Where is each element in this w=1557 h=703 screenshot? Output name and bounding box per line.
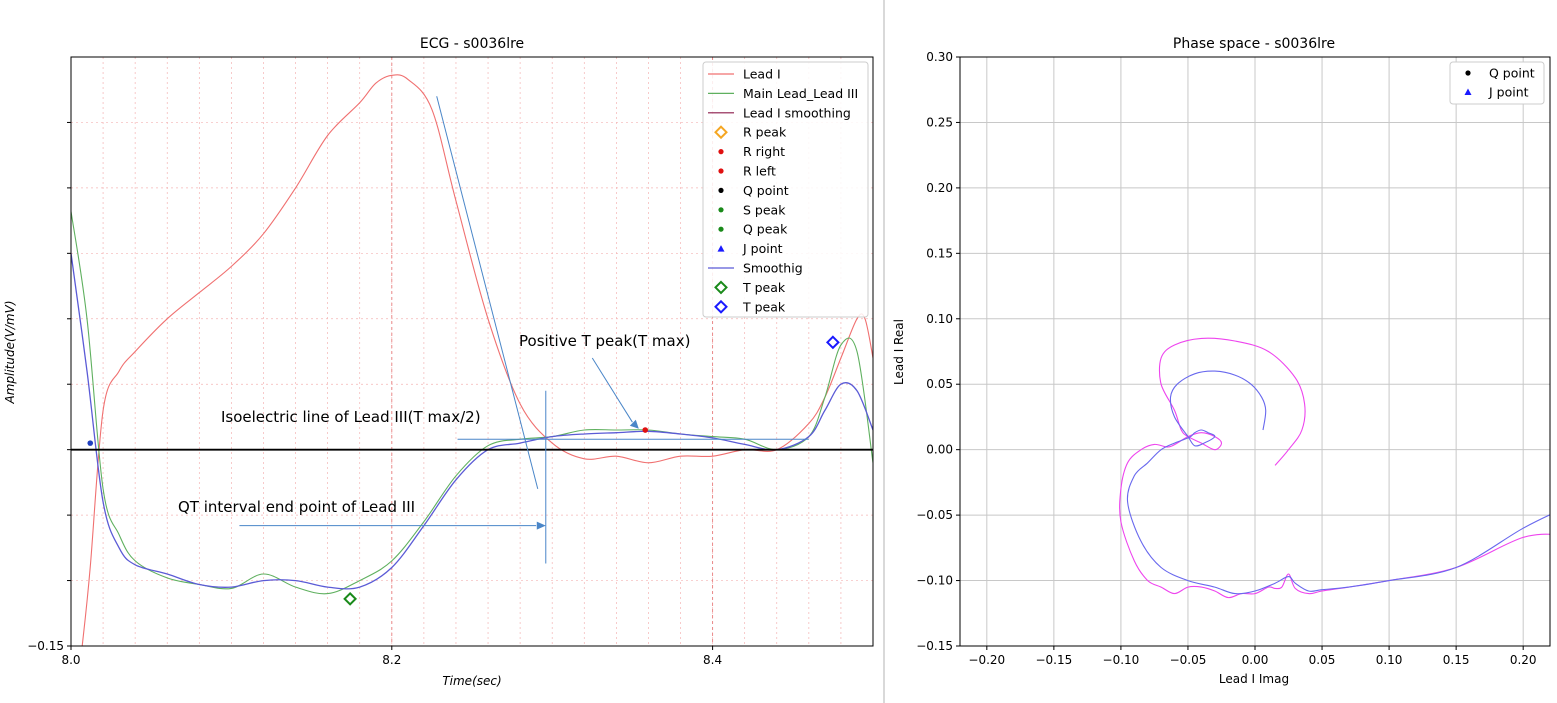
phase-y-tick-label: 0.15 (926, 246, 953, 260)
qt-end-arrowhead (536, 521, 546, 530)
ecg-x-tick-label: 8.0 (61, 653, 80, 667)
panel-divider (883, 0, 885, 703)
ecg-x-tick-label: 8.2 (382, 653, 401, 667)
phase-trajectory-1 (1126, 370, 1550, 595)
ecg-annotation-group (87, 96, 840, 606)
ecg-legend-smoothig-10-label: Smoothig (743, 261, 803, 276)
phase-legend-q-point-swatch (1465, 70, 1471, 76)
annotation-isoelectric-line: Isoelectric line of Lead III(T max/2) (221, 408, 481, 426)
phase-x-tick-label: 0.10 (1376, 653, 1403, 667)
ecg-legend-s-peak-7-label: S peak (743, 202, 786, 217)
phase-y-tick-label: 0.10 (926, 312, 953, 326)
marker-j-point (87, 440, 94, 446)
ecg-y-tick-label: −0.15 (27, 639, 64, 653)
phase-y-tick-label: 0.05 (926, 377, 953, 391)
annotation-positive-t-peak: Positive T peak(T max) (519, 332, 690, 350)
phase-series-group (1119, 337, 1550, 599)
tangent-line (436, 96, 539, 490)
ecg-x-tick-label: 8.4 (703, 653, 722, 667)
t-max-arrowhead (629, 419, 639, 429)
phase-y-tick-label: 0.25 (926, 115, 953, 129)
ecg-legend-q-point-6-swatch (718, 187, 724, 193)
t-max-arrow-shaft (591, 357, 633, 423)
ecg-legend-lead-i-0-label: Lead I (743, 67, 781, 82)
ecg-legend-r-right-4-label: R right (743, 144, 785, 159)
ecg-legend-s-peak-7-swatch (718, 207, 724, 213)
ecg-legend-r-peak-3-label: R peak (743, 125, 787, 140)
phase-y-tick-label: −0.15 (916, 639, 953, 653)
ecg-legend: Lead I Main Lead_Lead III Lead I smoothing… (702, 61, 869, 318)
phase-chart-panel: Phase space - s0036lre −0.20 −0.15 −0.10 −0… (886, 0, 1557, 703)
phase-x-tick-label: −0.20 (968, 653, 1005, 667)
ecg-legend-r-peak-3-swatch (714, 125, 728, 140)
ecg-legend-j-point-9-label: J point (742, 241, 783, 256)
ecg-legend-r-left-5-swatch (718, 168, 724, 174)
annotation-qt-end: QT interval end point of Lead III (178, 498, 415, 516)
phase-chart-title: Phase space - s0036lre (1173, 36, 1335, 52)
phase-y-tick-label: −0.05 (916, 508, 953, 522)
ecg-legend-j-point-9-swatch (717, 245, 725, 252)
phase-legend-q-point-label: Q point (1489, 66, 1535, 81)
phase-x-tick-label: −0.10 (1103, 653, 1140, 667)
phase-x-tick-label: −0.15 (1035, 653, 1072, 667)
ecg-legend-t-peak-11-swatch (714, 280, 728, 295)
phase-legend: Q point J point (1449, 61, 1545, 105)
phase-grid (960, 56, 1550, 647)
ecg-legend-t-peak-12-label: T peak (742, 299, 786, 314)
phase-x-tick-label: 0.00 (1242, 653, 1269, 667)
marker-t-peak (825, 335, 840, 350)
phase-trajectory-0 (1119, 337, 1550, 599)
ecg-legend-t-peak-12-swatch (714, 299, 728, 314)
ecg-legend-box (702, 61, 869, 318)
ecg-chart-title: ECG - s0036lre (420, 36, 524, 52)
ecg-plot-frame (70, 56, 874, 647)
ecg-legend-q-peak-8-label: Q peak (743, 222, 788, 237)
ecg-legend-lead-i-smoothing-2-label: Lead I smoothing (743, 105, 851, 120)
ecg-legend-r-left-5-label: R left (743, 164, 776, 179)
ecg-series-group (71, 74, 873, 646)
phase-xlabel: Lead I Imag (1219, 672, 1289, 686)
ecg-chart: ECG - s0036lre 8.0 8.2 8.4−0.15 Time(sec) … (3, 36, 874, 688)
phase-x-tick-label: 0.20 (1510, 653, 1537, 667)
ecg-legend-q-peak-8-swatch (718, 226, 724, 232)
phase-x-tick-label: −0.05 (1170, 653, 1207, 667)
phase-legend-box (1449, 61, 1545, 105)
phase-ylabel: Lead I Real (892, 319, 906, 385)
ecg-legend-main-lead-lead-iii-1-label: Main Lead_Lead III (743, 86, 858, 101)
series-lead-i (81, 74, 873, 646)
ecg-legend-r-right-4-swatch (718, 149, 724, 155)
phase-legend-j-point-swatch (1464, 88, 1472, 95)
phase-x-tick-label: 0.15 (1443, 653, 1470, 667)
ecg-legend-t-peak-11-label: T peak (742, 280, 786, 295)
ecg-ylabel: Amplitude(V/mV) (3, 300, 17, 404)
marker-r-right (642, 427, 649, 433)
ecg-axis-ticks: 8.0 8.2 8.4 −0.15 (27, 121, 722, 667)
phase-y-tick-label: 0.20 (926, 181, 953, 195)
marker-t-peak (343, 591, 358, 606)
phase-chart: Phase space - s0036lre −0.20 −0.15 −0.10 −0… (892, 36, 1551, 686)
phase-legend-j-point-label: J point (1488, 85, 1529, 100)
ecg-chart-panel: ECG - s0036lre 8.0 8.2 8.4 −0.15 Time(sec) … (3, 36, 874, 688)
ecg-xlabel: Time(sec) (442, 674, 501, 688)
ecg-legend-q-point-6-label: Q point (743, 183, 789, 198)
phase-y-tick-label: 0.00 (926, 443, 953, 457)
phase-x-tick-label: 0.05 (1309, 653, 1336, 667)
phase-axis-ticks: −0.20 −0.15 −0.10 −0.05 0.00 0.05 0.10 0.15 0.20… (916, 50, 1536, 667)
phase-y-tick-label: 0.30 (926, 50, 953, 64)
phase-y-tick-label: −0.10 (916, 574, 953, 588)
